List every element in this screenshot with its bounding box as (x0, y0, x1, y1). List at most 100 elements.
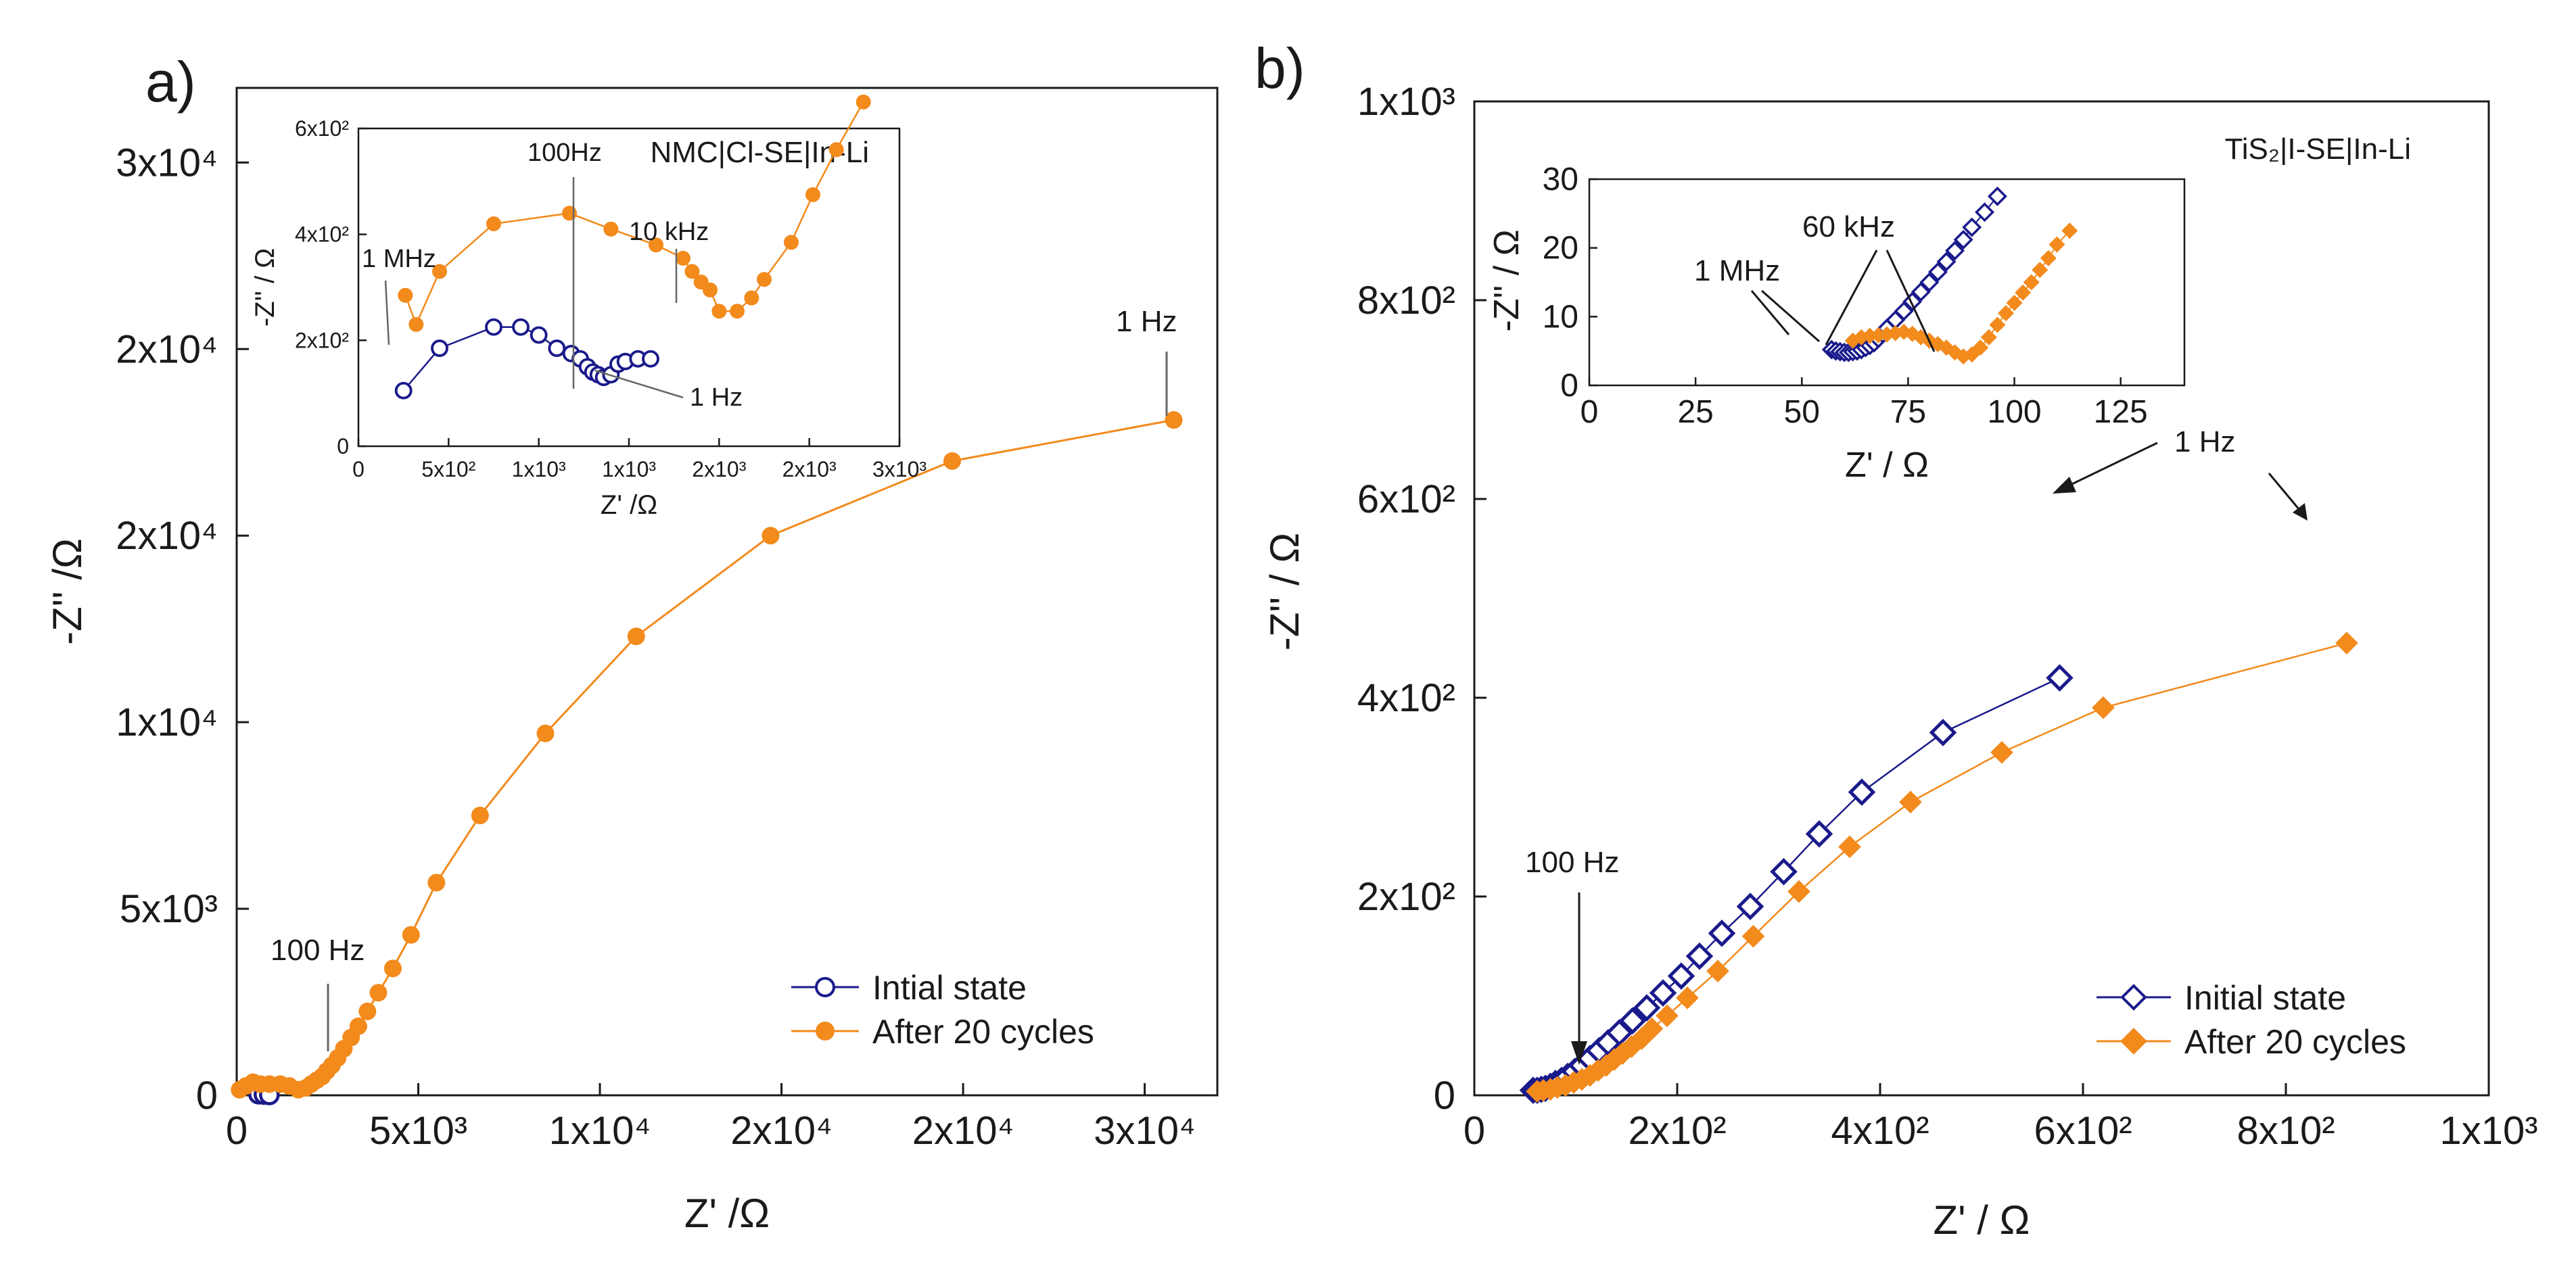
data-point (642, 350, 659, 368)
x-tick-label: 2x10⁴ (912, 1109, 1014, 1153)
data-point (1736, 892, 1764, 920)
legend-a-marker-initial (815, 977, 835, 997)
data-point (676, 250, 690, 266)
data-point (1805, 820, 1833, 848)
inset-b-annotation-1mhz: 1 MHz (1694, 254, 1780, 287)
panel-a-x-axis-label: Z' /Ω (684, 1191, 770, 1236)
x-tick-label: 1x10³ (602, 457, 656, 481)
data-point (1656, 1004, 1679, 1028)
panel-a-legend: Intial state After 20 cycles (791, 969, 1094, 1051)
panel-b-annotation-100hz: 100 Hz (1525, 846, 1619, 879)
y-tick-label: 3x10⁴ (116, 141, 218, 185)
inset-a-x-axis-label: Z' /Ω (601, 490, 657, 520)
data-point (1667, 962, 1695, 990)
panel-b-annotation-1hz: 1 Hz (2174, 425, 2235, 458)
panel-b-label: b) (1255, 37, 1305, 100)
y-tick-label: 0 (1434, 1074, 1455, 1118)
inset-a-annotation-10khz: 10 kHz (629, 218, 709, 246)
y-tick-label: 6x10² (295, 116, 349, 141)
data-point (703, 282, 718, 297)
inset-b-annotation-60khz-arrow-after (1886, 249, 1936, 352)
inset-b-annotations: 60 kHz 1 MHz (1694, 210, 1936, 352)
data-point (684, 264, 700, 279)
data-point (427, 874, 446, 892)
data-point (1894, 301, 1914, 321)
data-point (1676, 986, 1699, 1009)
data-point (1929, 719, 1957, 746)
data-point (1787, 880, 1810, 903)
panel-b-y-ticks: 0 2x10² 4x10² 6x10² 8x10² 1x10³ (1357, 80, 1486, 1118)
y-tick-label: 4x10² (1357, 676, 1455, 720)
inset-b-annotation-1mhz-arrow-a (1750, 290, 1790, 335)
data-point (1685, 942, 1714, 970)
data-point (402, 926, 420, 944)
panel-b-x-axis-label: Z' / Ω (1934, 1197, 2030, 1243)
x-tick-label: 75 (1890, 394, 1926, 430)
y-tick-label: 1x10³ (1357, 80, 1455, 124)
data-point (432, 264, 447, 279)
x-tick-label: 125 (2094, 394, 2148, 430)
data-point (369, 984, 388, 1002)
x-tick-label: 100 (1988, 394, 2042, 430)
y-tick-label: 0 (196, 1074, 218, 1118)
data-point (1741, 925, 1765, 948)
data-point (1838, 835, 1861, 859)
data-point (398, 287, 413, 303)
x-tick-label: 1x10³ (512, 457, 566, 481)
data-point (1649, 979, 1677, 1007)
data-point (1911, 282, 1931, 302)
data-point (2015, 284, 2032, 301)
data-point (2061, 222, 2078, 239)
y-tick-label: 2x10² (1357, 875, 1455, 919)
y-tick-label: 5x10³ (120, 887, 218, 931)
x-tick-label: 4x10² (1831, 1109, 1929, 1153)
inset-a-annotation-1hz: 1 Hz (690, 383, 743, 412)
inset-b-y-ticks: 0 10 20 30 (1543, 162, 1597, 404)
data-point (828, 142, 844, 158)
data-point (1945, 241, 1965, 261)
panel-a-inset: NMC|Cl-SE|In-Li 0 5x10² 1x10³ 1x10³ 2x10³ 2x1… (250, 94, 927, 520)
data-point (1998, 305, 2014, 322)
x-tick-label: 3x10⁴ (1094, 1109, 1196, 1153)
panel-b-x-ticks: 0 2x10² 4x10² 6x10² 8x10² 1x10³ (1463, 1083, 2538, 1153)
x-tick-label: 0 (1580, 394, 1599, 430)
y-tick-label: 2x10⁴ (116, 327, 218, 371)
data-point (1975, 202, 1995, 222)
panel-a-y-axis-label: -Z'' /Ω (45, 538, 90, 645)
panel-a-y-ticks: 0 5x10³ 1x10⁴ 2x10⁴ 2x10⁴ 3x10⁴ (116, 141, 249, 1118)
x-tick-label: 0 (352, 457, 365, 481)
legend-b-label-after: After 20 cycles (2184, 1023, 2406, 1061)
panel-b-annotation-1hz-arrow-initial (2059, 441, 2158, 492)
data-point (1618, 1007, 1647, 1035)
data-point (2006, 295, 2023, 311)
x-tick-label: 2x10² (1628, 1109, 1726, 1153)
y-tick-label: 20 (1543, 231, 1578, 266)
annotation-100hz: 100 Hz (271, 934, 365, 967)
data-point (548, 339, 566, 358)
y-tick-label: 1x10⁴ (116, 700, 218, 744)
y-tick-label: 10 (1543, 299, 1578, 335)
y-tick-label: 0 (337, 434, 349, 458)
panel-b-inset: TiS₂|I-SE|In-Li 0 25 50 75 100 125 0 10 20 30 Z'… (1487, 133, 2411, 485)
data-point (1953, 229, 1973, 249)
y-tick-label: 2x10⁴ (116, 514, 218, 558)
data-point (1972, 339, 1989, 356)
inset-a-y-ticks: 0 2x10² 4x10² 6x10² (295, 116, 367, 458)
inset-b-title: TiS₂|I-SE|In-Li (2225, 133, 2411, 166)
y-tick-label: 6x10² (1357, 477, 1455, 521)
data-point (512, 318, 530, 336)
data-point (762, 527, 780, 545)
y-tick-label: 30 (1543, 162, 1578, 197)
data-point (536, 724, 555, 742)
data-point (1899, 790, 1922, 814)
panel-b-annotation-1hz-arrow-after (2268, 473, 2304, 515)
data-point (1848, 778, 1876, 806)
inset-b-annotation-60khz: 60 kHz (1802, 210, 1895, 243)
y-tick-label: 0 (1560, 368, 1578, 404)
data-point (744, 290, 759, 306)
y-tick-label: 8x10² (1357, 279, 1455, 323)
data-point (1640, 1017, 1664, 1041)
inset-a-annotations: 1 MHz 100Hz 10 kHz 1 Hz (362, 139, 743, 412)
panel-b-plot (1519, 631, 2358, 1104)
